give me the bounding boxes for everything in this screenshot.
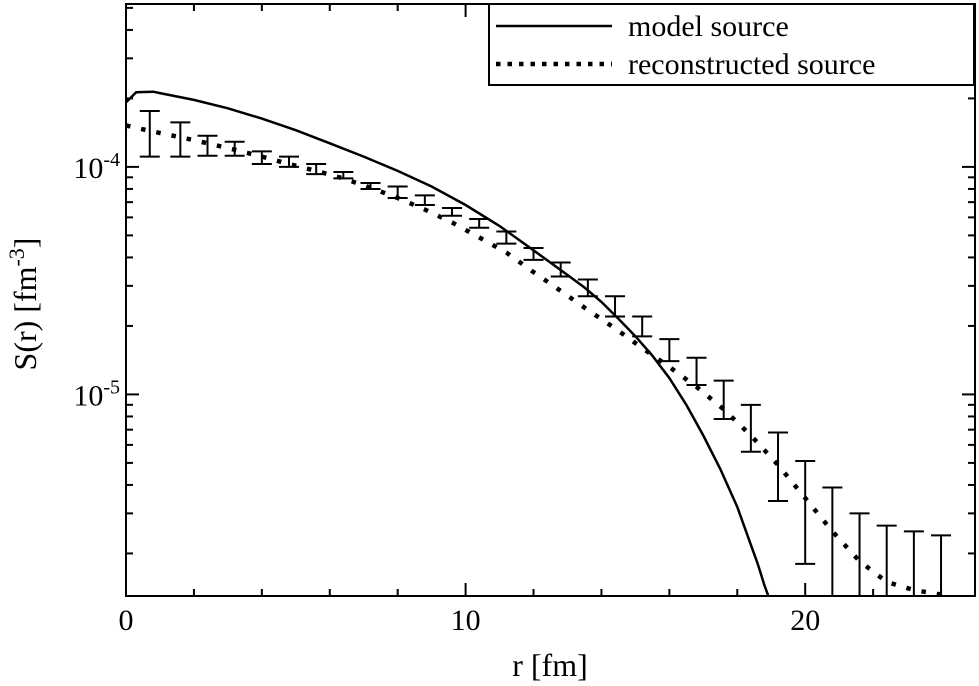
error-bar — [849, 512, 870, 596]
error-bar — [577, 278, 598, 298]
error-bar — [523, 247, 544, 261]
x-tick-labels: 0 10 20 — [119, 604, 821, 637]
series-reconstructed-source — [126, 123, 942, 596]
legend-label-reconstructed-source: reconstructed source — [628, 48, 875, 81]
error-bar — [876, 524, 897, 596]
y-tick-labels: 10-410-5 — [73, 149, 120, 413]
series-layer — [126, 90, 942, 596]
legend-label-model-source: model source — [628, 10, 789, 43]
error-bar — [713, 379, 734, 420]
error-bar — [279, 155, 300, 168]
error-bar — [605, 295, 626, 318]
y-tick-label: 10-5 — [73, 376, 120, 412]
error-bar — [496, 230, 517, 245]
error-bars — [139, 110, 952, 596]
error-bar — [550, 261, 571, 278]
error-bar — [306, 162, 327, 176]
error-bar — [795, 459, 816, 565]
plot-frame — [125, 3, 976, 597]
error-bar — [768, 431, 789, 503]
axis-ticks — [125, 4, 975, 596]
y-tick-label-base: 10 — [73, 152, 103, 185]
error-bar — [442, 206, 463, 217]
error-bar — [387, 185, 408, 199]
error-bar — [740, 403, 761, 453]
error-bar — [931, 534, 952, 596]
y-axis-label-close: ] — [7, 238, 43, 249]
legend: model source reconstructed source — [488, 3, 975, 86]
error-bar — [686, 356, 707, 386]
y-tick-label-exp: -5 — [103, 376, 120, 398]
error-bar — [251, 150, 272, 165]
error-bar — [197, 134, 218, 157]
error-bar — [333, 170, 354, 180]
y-tick-label-exp: -4 — [103, 149, 120, 171]
error-bar — [170, 121, 191, 158]
x-tick-label: 0 — [119, 604, 134, 637]
error-bar — [822, 486, 843, 596]
x-tick-label: 10 — [451, 604, 481, 637]
error-bar — [659, 338, 680, 363]
legend-box — [488, 3, 975, 86]
y-tick-label: 10-4 — [73, 149, 120, 185]
error-bar — [414, 194, 435, 207]
x-axis-label: r [fm] — [512, 647, 588, 683]
error-bar — [224, 140, 245, 157]
y-axis-label-sup: -3 — [4, 248, 29, 266]
error-bar — [903, 530, 924, 596]
y-axis-label-main: S(r) [fm — [7, 266, 43, 370]
error-bar — [632, 315, 653, 338]
y-axis-label: S(r) [fm-3] — [4, 238, 43, 371]
x-tick-label: 20 — [790, 604, 820, 637]
error-bar — [469, 218, 490, 229]
y-tick-label-base: 10 — [73, 379, 103, 412]
error-bar — [139, 110, 160, 158]
error-bar — [360, 181, 381, 190]
series-model-source — [126, 90, 770, 596]
